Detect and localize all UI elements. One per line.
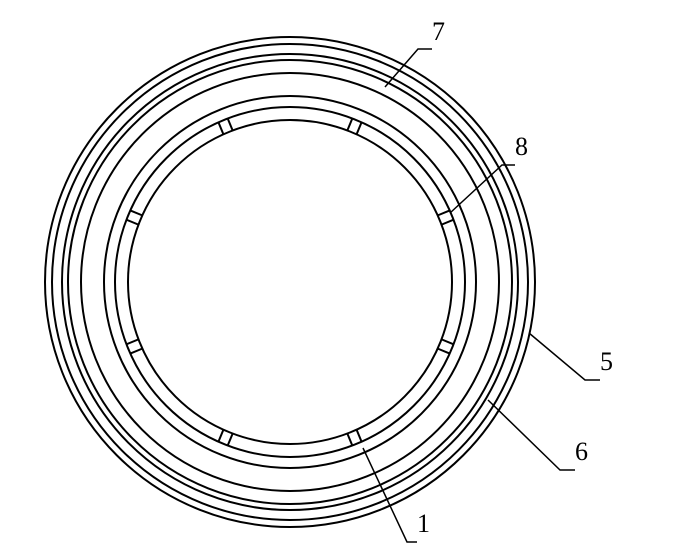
spoke-segment	[442, 220, 454, 225]
part-label-8: 8	[515, 132, 528, 161]
ring-r_outer-outer	[45, 37, 535, 527]
spoke-segment	[347, 434, 352, 446]
spoke-segment	[442, 339, 454, 344]
ring-r_band2-outer	[62, 54, 518, 510]
part-label-5: 5	[600, 347, 613, 376]
spoke-segment	[130, 210, 142, 215]
spoke-segment	[218, 430, 223, 442]
ring-r_inner-inner	[128, 120, 452, 444]
spoke-segment	[357, 430, 362, 442]
spoke-segment	[438, 349, 450, 354]
spoke-segment	[218, 122, 223, 134]
part-label-7: 7	[432, 17, 445, 46]
ring-r_band3-inner	[104, 96, 476, 468]
spoke-segment	[438, 210, 450, 215]
ring-r_band2-inner	[68, 60, 512, 504]
spoke-segment	[126, 339, 138, 344]
cross-section-diagram: 7 8 5 6 1	[0, 0, 676, 558]
spoke-segment	[357, 122, 362, 134]
leader-line-5	[529, 333, 600, 380]
ring-r_band3-outer	[81, 73, 499, 491]
spoke-segment	[228, 434, 233, 446]
spoke-segment	[347, 118, 352, 130]
spoke-segment	[126, 220, 138, 225]
ring-r_inner-outer	[115, 107, 465, 457]
part-label-6: 6	[575, 437, 588, 466]
spoke-segment	[228, 118, 233, 130]
part-label-1: 1	[417, 509, 430, 538]
ring-r_outer-inner	[52, 44, 528, 520]
spoke-segment	[130, 349, 142, 354]
leader-line-6	[488, 400, 575, 470]
